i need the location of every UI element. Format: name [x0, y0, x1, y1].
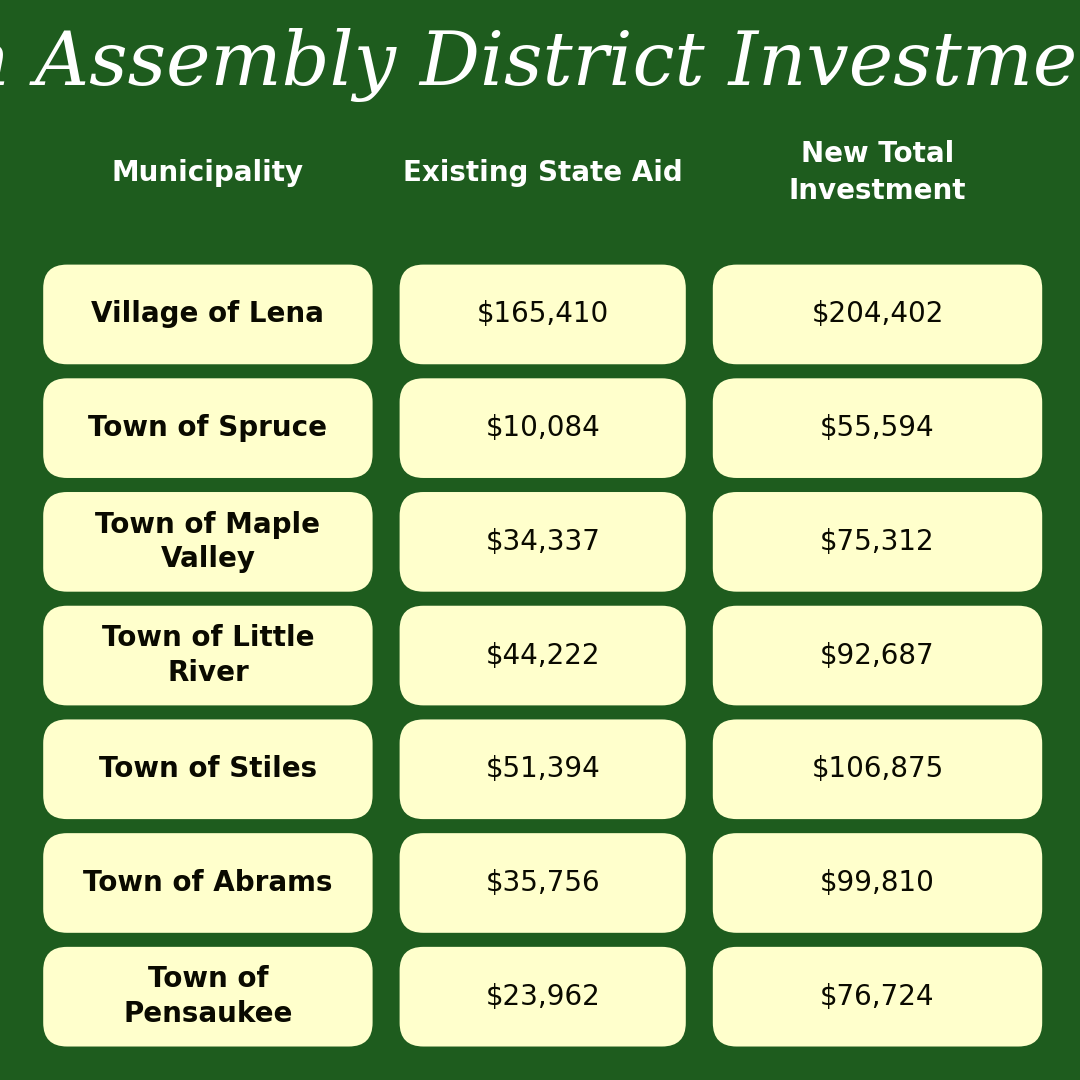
FancyBboxPatch shape — [43, 719, 373, 819]
FancyBboxPatch shape — [43, 606, 373, 705]
Text: $75,312: $75,312 — [820, 528, 935, 556]
Text: $10,084: $10,084 — [485, 414, 600, 442]
Text: $23,962: $23,962 — [485, 983, 600, 1011]
Text: Town of Spruce: Town of Spruce — [89, 414, 327, 442]
Text: $51,394: $51,394 — [485, 755, 600, 783]
Text: Town of Stiles: Town of Stiles — [99, 755, 316, 783]
FancyBboxPatch shape — [713, 947, 1042, 1047]
FancyBboxPatch shape — [713, 606, 1042, 705]
Text: $55,594: $55,594 — [820, 414, 935, 442]
FancyBboxPatch shape — [713, 833, 1042, 933]
Text: 4th Assembly District Investments: 4th Assembly District Investments — [0, 28, 1080, 102]
Text: Village of Lena: Village of Lena — [92, 300, 324, 328]
Text: Town of Maple
Valley: Town of Maple Valley — [95, 511, 321, 573]
Text: Municipality: Municipality — [112, 159, 303, 187]
Text: $92,687: $92,687 — [820, 642, 935, 670]
FancyBboxPatch shape — [43, 378, 373, 478]
Text: $99,810: $99,810 — [820, 869, 935, 897]
FancyBboxPatch shape — [400, 606, 686, 705]
FancyBboxPatch shape — [400, 947, 686, 1047]
Text: Town of Abrams: Town of Abrams — [83, 869, 333, 897]
FancyBboxPatch shape — [43, 492, 373, 592]
Text: $76,724: $76,724 — [820, 983, 935, 1011]
FancyBboxPatch shape — [400, 833, 686, 933]
Text: Town of
Pensaukee: Town of Pensaukee — [123, 966, 293, 1028]
FancyBboxPatch shape — [43, 833, 373, 933]
FancyBboxPatch shape — [713, 265, 1042, 364]
Text: Existing State Aid: Existing State Aid — [403, 159, 683, 187]
FancyBboxPatch shape — [400, 719, 686, 819]
Text: $44,222: $44,222 — [485, 642, 600, 670]
FancyBboxPatch shape — [43, 265, 373, 364]
Text: $106,875: $106,875 — [811, 755, 944, 783]
Text: $34,337: $34,337 — [485, 528, 600, 556]
Text: $35,756: $35,756 — [485, 869, 600, 897]
FancyBboxPatch shape — [713, 378, 1042, 478]
Text: New Total
Investment: New Total Investment — [788, 140, 967, 205]
FancyBboxPatch shape — [713, 492, 1042, 592]
FancyBboxPatch shape — [400, 265, 686, 364]
FancyBboxPatch shape — [43, 947, 373, 1047]
Text: $204,402: $204,402 — [811, 300, 944, 328]
FancyBboxPatch shape — [713, 719, 1042, 819]
Text: $165,410: $165,410 — [476, 300, 609, 328]
FancyBboxPatch shape — [400, 492, 686, 592]
FancyBboxPatch shape — [400, 378, 686, 478]
Text: Town of Little
River: Town of Little River — [102, 624, 314, 687]
